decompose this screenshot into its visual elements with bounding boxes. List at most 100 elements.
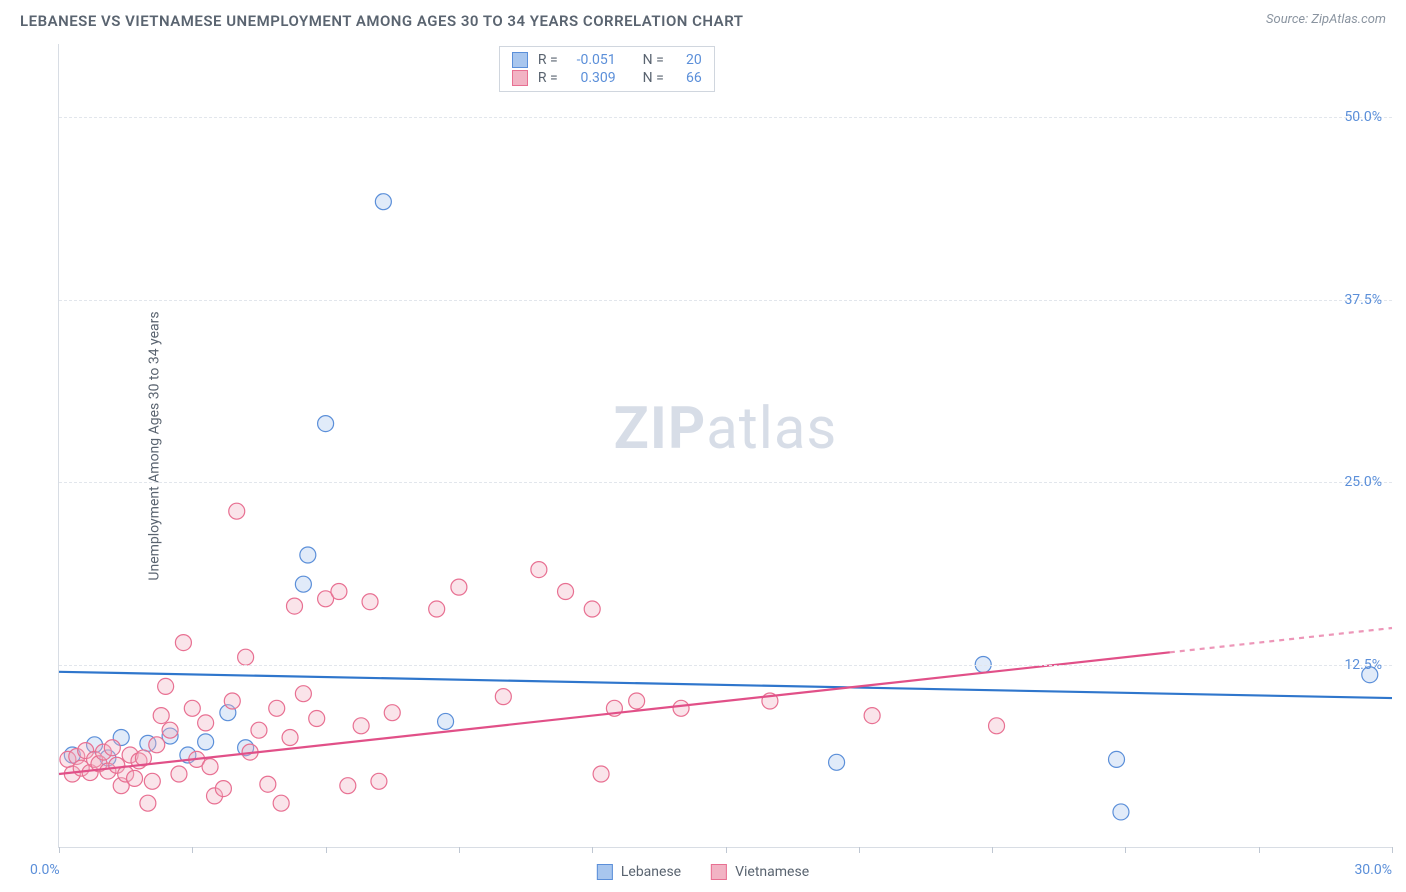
y-tick-label: 37.5%	[1344, 292, 1382, 308]
scatter-point-vietnamese	[295, 686, 311, 702]
x-tick	[59, 847, 60, 853]
grid-line	[59, 300, 1392, 301]
scatter-point-vietnamese	[171, 766, 187, 782]
scatter-point-vietnamese	[558, 584, 574, 600]
x-tick	[859, 847, 860, 853]
scatter-point-vietnamese	[353, 718, 369, 734]
stats-row: R = 0.309 N = 66	[512, 70, 702, 86]
grid-line	[59, 665, 1392, 666]
scatter-point-vietnamese	[989, 718, 1005, 734]
scatter-point-vietnamese	[593, 766, 609, 782]
scatter-point-vietnamese	[162, 722, 178, 738]
bottom-legend: Lebanese Vietnamese	[597, 864, 809, 880]
scatter-point-vietnamese	[384, 705, 400, 721]
chart-title: LEBANESE VS VIETNAMESE UNEMPLOYMENT AMON…	[20, 12, 743, 30]
scatter-point-vietnamese	[175, 635, 191, 651]
legend-item: Lebanese	[597, 864, 681, 880]
scatter-point-vietnamese	[531, 562, 547, 578]
scatter-point-vietnamese	[229, 503, 245, 519]
plot-wrapper: Unemployment Among Ages 30 to 34 years Z…	[30, 44, 1392, 848]
scatter-point-vietnamese	[584, 601, 600, 617]
scatter-point-vietnamese	[340, 778, 356, 794]
chart-container: LEBANESE VS VIETNAMESE UNEMPLOYMENT AMON…	[0, 0, 1406, 892]
scatter-point-vietnamese	[495, 689, 511, 705]
scatter-point-lebanese	[300, 547, 316, 563]
scatter-point-vietnamese	[104, 740, 120, 756]
x-tick	[326, 847, 327, 853]
stats-box: R = -0.051 N = 20 R = 0.309 N = 66	[499, 46, 715, 92]
stats-n-label: N =	[643, 52, 664, 68]
scatter-point-lebanese	[375, 194, 391, 210]
x-tick	[992, 847, 993, 853]
scatter-point-vietnamese	[202, 759, 218, 775]
scatter-point-vietnamese	[629, 693, 645, 709]
scatter-point-vietnamese	[158, 678, 174, 694]
scatter-point-vietnamese	[286, 598, 302, 614]
scatter-point-lebanese	[295, 576, 311, 592]
x-tick	[1392, 847, 1393, 853]
stats-swatch	[512, 52, 528, 68]
scatter-point-lebanese	[1113, 804, 1129, 820]
scatter-point-vietnamese	[149, 737, 165, 753]
chart-source: Source: ZipAtlas.com	[1266, 12, 1386, 27]
grid-line	[59, 117, 1392, 118]
trend-line-dashed-vietnamese	[1170, 628, 1392, 652]
scatter-point-vietnamese	[198, 715, 214, 731]
scatter-point-vietnamese	[251, 722, 267, 738]
stats-n-label: N =	[643, 70, 664, 86]
x-axis-max-label: 30.0%	[1354, 862, 1392, 878]
stats-r-value: -0.051	[568, 52, 616, 68]
stats-n-value: 20	[674, 52, 702, 68]
scatter-point-vietnamese	[371, 773, 387, 789]
scatter-point-vietnamese	[140, 795, 156, 811]
scatter-point-vietnamese	[331, 584, 347, 600]
scatter-point-vietnamese	[309, 711, 325, 727]
scatter-point-vietnamese	[282, 730, 298, 746]
x-tick	[1125, 847, 1126, 853]
scatter-point-lebanese	[438, 713, 454, 729]
stats-r-label: R =	[538, 70, 558, 86]
stats-n-value: 66	[674, 70, 702, 86]
scatter-point-vietnamese	[260, 776, 276, 792]
stats-r-value: 0.309	[568, 70, 616, 86]
scatter-point-vietnamese	[224, 693, 240, 709]
legend-label: Vietnamese	[735, 864, 809, 880]
x-axis-min-label: 0.0%	[30, 862, 60, 878]
y-tick-label: 50.0%	[1344, 109, 1382, 125]
x-tick	[1259, 847, 1260, 853]
grid-line	[59, 482, 1392, 483]
x-tick	[726, 847, 727, 853]
scatter-point-vietnamese	[238, 649, 254, 665]
scatter-point-vietnamese	[127, 770, 143, 786]
scatter-point-vietnamese	[429, 601, 445, 617]
scatter-point-lebanese	[318, 416, 334, 432]
scatter-point-vietnamese	[673, 700, 689, 716]
y-tick-label: 12.5%	[1344, 657, 1382, 673]
y-tick-label: 25.0%	[1344, 474, 1382, 490]
scatter-point-lebanese	[829, 754, 845, 770]
trend-line-lebanese	[59, 672, 1392, 698]
stats-swatch	[512, 70, 528, 86]
stats-r-label: R =	[538, 52, 558, 68]
scatter-point-lebanese	[1109, 751, 1125, 767]
stats-row: R = -0.051 N = 20	[512, 52, 702, 68]
scatter-point-vietnamese	[273, 795, 289, 811]
x-tick	[459, 847, 460, 853]
scatter-point-vietnamese	[184, 700, 200, 716]
scatter-point-vietnamese	[269, 700, 285, 716]
chart-header: LEBANESE VS VIETNAMESE UNEMPLOYMENT AMON…	[0, 0, 1406, 38]
legend-item: Vietnamese	[711, 864, 809, 880]
legend-swatch	[711, 864, 727, 880]
scatter-point-vietnamese	[451, 579, 467, 595]
scatter-point-vietnamese	[153, 708, 169, 724]
plot-area: ZIPatlas R =-0.051 N =20R =0.309 N =66 1…	[58, 44, 1392, 848]
scatter-point-lebanese	[198, 734, 214, 750]
x-tick	[192, 847, 193, 853]
plot-svg	[59, 44, 1392, 847]
x-tick	[592, 847, 593, 853]
legend-swatch	[597, 864, 613, 880]
scatter-point-vietnamese	[864, 708, 880, 724]
scatter-point-vietnamese	[362, 594, 378, 610]
scatter-point-vietnamese	[215, 781, 231, 797]
legend-label: Lebanese	[621, 864, 681, 880]
